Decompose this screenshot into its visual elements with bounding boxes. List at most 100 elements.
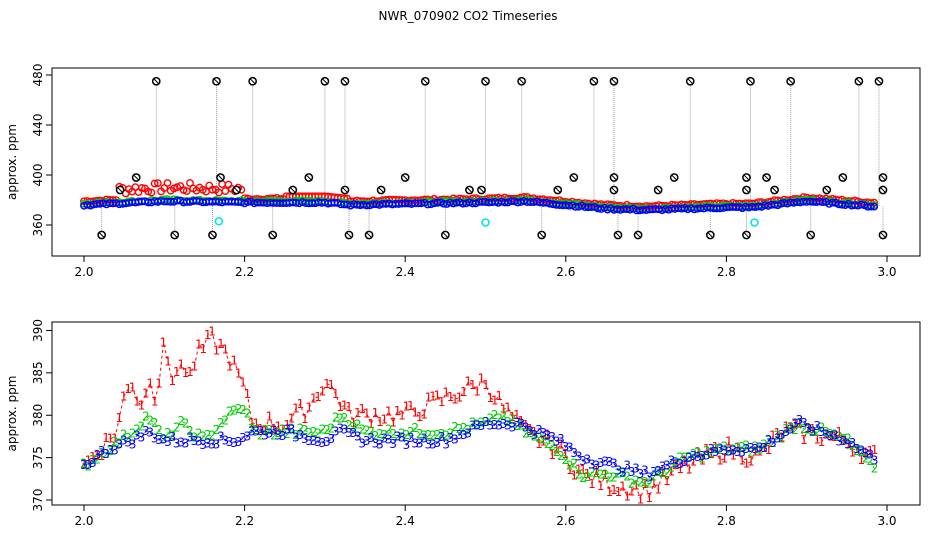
series-point-label: 3 [358, 437, 366, 451]
series-point-label: 3 [208, 438, 216, 452]
series-point-label: 3 [191, 434, 199, 448]
series-point-label: 3 [566, 440, 574, 454]
series-point-label: 3 [394, 430, 402, 444]
series-point-label: 2 [831, 427, 839, 441]
series-point-label: 1 [403, 399, 411, 413]
series-point-label: 1 [319, 385, 327, 399]
series-point-label: 3 [632, 461, 640, 475]
series-point-label: 3 [85, 458, 93, 472]
series-point-label: 3 [292, 430, 300, 444]
series-point-label: 1 [433, 389, 441, 403]
red-marker [147, 188, 156, 197]
series-point-label: 2 [257, 429, 265, 443]
series-point-label: 1 [743, 456, 751, 470]
series-point-label: 3 [151, 432, 159, 446]
series-point-label: 3 [80, 458, 88, 472]
series-point-label: 2 [707, 446, 715, 460]
series-point-label: 3 [425, 437, 433, 451]
series-point-label: 1 [575, 463, 583, 477]
series-point-label: 1 [849, 445, 857, 459]
series-point-label: 3 [703, 448, 711, 462]
series-point-label: 3 [500, 417, 508, 431]
series-point-label: 3 [429, 438, 437, 452]
series-point-label: 3 [138, 430, 146, 444]
series-point-label: 3 [491, 418, 499, 432]
y-axis-label: approx. ppm [5, 376, 19, 452]
series-point-label: 3 [261, 428, 269, 442]
black-marker-cross [707, 232, 714, 238]
series-point-label: 1 [500, 402, 508, 416]
red-marker [182, 187, 191, 196]
series-point-label: 3 [526, 424, 534, 438]
series-point-label: 3 [283, 422, 291, 436]
top-panel: 2.0 2.2 2.4 2.6 2.8 3.0 360 400 440 480 approx. pp… [5, 64, 921, 279]
series-point-label: 1 [721, 452, 729, 466]
series-point-label: 1 [389, 415, 397, 429]
series-point-label: 1 [522, 418, 530, 432]
series-point-label: 1 [447, 390, 455, 404]
series-point-label: 2 [672, 455, 680, 469]
series-point-label: 1 [332, 387, 340, 401]
black-marker-cross [322, 78, 328, 85]
series-point-label: 2 [332, 410, 340, 424]
series-point-label: 2 [747, 446, 755, 460]
series-point-label: 2 [535, 430, 543, 444]
series-point-label: 2 [782, 422, 790, 436]
blue-marker [867, 202, 875, 211]
series-point-label: 2 [186, 424, 194, 438]
series-point-label: 2 [606, 471, 614, 485]
series-point-label: 3 [619, 465, 627, 479]
series-point-label: 1 [716, 454, 724, 468]
series-point-label: 1 [690, 454, 698, 468]
series-point-label: 2 [659, 466, 667, 480]
black-marker-cross [289, 187, 296, 193]
series-point-label: 2 [420, 429, 428, 443]
series-point-label: 1 [548, 448, 556, 462]
cyan-marker [481, 218, 490, 227]
series-point-label: 2 [685, 450, 693, 464]
series-point-label: 3 [539, 426, 547, 440]
series-point-label: 1 [641, 477, 649, 491]
series-point-label: 3 [588, 457, 596, 471]
series-point-label: 1 [425, 391, 433, 405]
series-point-label: 1 [376, 415, 384, 429]
series-point-label: 1 [835, 425, 843, 439]
red-marker [137, 184, 146, 192]
series-point-label: 3 [186, 431, 194, 445]
series-point-label: 3 [102, 447, 110, 461]
series-point-label: 1 [562, 447, 570, 461]
series-point-label: 2 [385, 422, 393, 436]
black-marker-cross [482, 78, 489, 85]
series-point-label: 1 [204, 328, 212, 342]
x-tick-label: 3.0 [877, 265, 896, 279]
series-point-label: 1 [85, 454, 93, 468]
series-point-label: 2 [93, 453, 101, 467]
series-point-label: 3 [89, 456, 97, 470]
series-point-label: 2 [491, 408, 499, 422]
series-point-label: 2 [314, 426, 322, 440]
series-point-label: 2 [160, 432, 168, 446]
series-point-label: 3 [252, 424, 260, 438]
series-point-label: 1 [782, 419, 790, 433]
series-point-label: 3 [297, 428, 305, 442]
series-point-label: 3 [769, 436, 777, 450]
series-point-label: 1 [531, 425, 539, 439]
series-point-label: 2 [548, 439, 556, 453]
series-point-label: 1 [698, 454, 706, 468]
black-marker-cross [763, 174, 770, 181]
black-marker-cross [538, 232, 545, 238]
series-point-label: 3 [486, 418, 494, 432]
series-point-label: 2 [844, 431, 852, 445]
series-point-label: 2 [791, 423, 799, 437]
series-point-label: 1 [486, 391, 494, 405]
series-line [83, 408, 875, 485]
series-3: 3333333333333333333333333333333333333333… [80, 413, 878, 485]
series-point-label: 1 [235, 367, 243, 381]
series-point-label: 2 [712, 442, 720, 456]
y-tick-label: 385 [31, 361, 45, 384]
series-point-label: 3 [155, 433, 163, 447]
series-point-label: 2 [244, 406, 252, 420]
series-point-label: 2 [124, 431, 132, 445]
red-marker [221, 187, 230, 195]
